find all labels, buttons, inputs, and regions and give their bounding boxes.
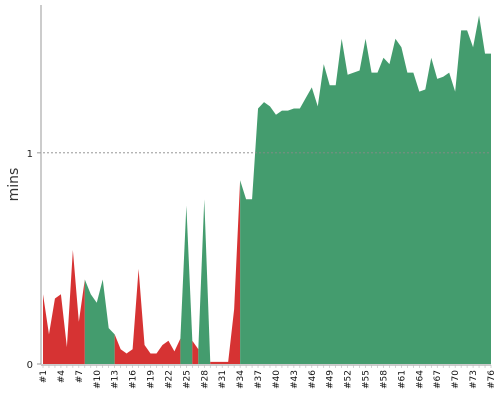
y-axis-title: mins (6, 168, 22, 202)
x-tick-label: #4 (57, 370, 67, 384)
x-tick-label: #37 (254, 370, 264, 389)
x-tick-label: #49 (326, 370, 336, 389)
area-segment-below (114, 268, 181, 364)
x-tick-label: #1 (39, 370, 49, 383)
x-tick-label: #43 (290, 370, 300, 389)
x-tick-label: #46 (308, 370, 318, 389)
area-segment-above (84, 279, 115, 364)
x-tick-label: #25 (182, 370, 192, 389)
x-tick-group: #1 #4 #7 #10 #13 #16 #19 #22 #25 #28 #31 #34 #37 #40 #… (39, 365, 497, 389)
area-segment-above (198, 199, 211, 364)
x-tick-label: #55 (362, 370, 372, 389)
area-segment-above (240, 15, 491, 364)
y-tick-group: 01 (27, 149, 41, 371)
x-tick-label: #13 (111, 370, 121, 389)
x-tick-label: #22 (164, 370, 174, 389)
x-tick-label: #52 (344, 370, 354, 389)
area-segment-above (180, 205, 193, 364)
x-tick-label: #16 (129, 370, 139, 389)
x-tick-label: #70 (451, 370, 461, 389)
y-tick-label: 1 (27, 149, 33, 160)
x-tick-label: #64 (415, 370, 425, 389)
area-segment-below (192, 340, 199, 364)
x-tick-label: #28 (200, 370, 210, 389)
x-tick-label: #7 (75, 370, 85, 383)
x-tick-label: #67 (433, 370, 443, 389)
x-tick-label: #19 (147, 370, 157, 389)
x-tick-label: #31 (218, 370, 228, 389)
series-area-group (43, 15, 491, 364)
x-tick-label: #58 (379, 370, 389, 389)
area-segment-below (210, 180, 241, 364)
x-tick-label: #61 (397, 370, 407, 389)
y-tick-label: 0 (27, 360, 33, 371)
area-segment-below (43, 249, 85, 364)
x-tick-label: #73 (469, 370, 479, 389)
x-tick-label: #76 (487, 370, 497, 389)
x-tick-label: #10 (93, 370, 103, 389)
x-tick-label: #40 (272, 370, 282, 389)
x-tick-label: #34 (236, 370, 246, 389)
